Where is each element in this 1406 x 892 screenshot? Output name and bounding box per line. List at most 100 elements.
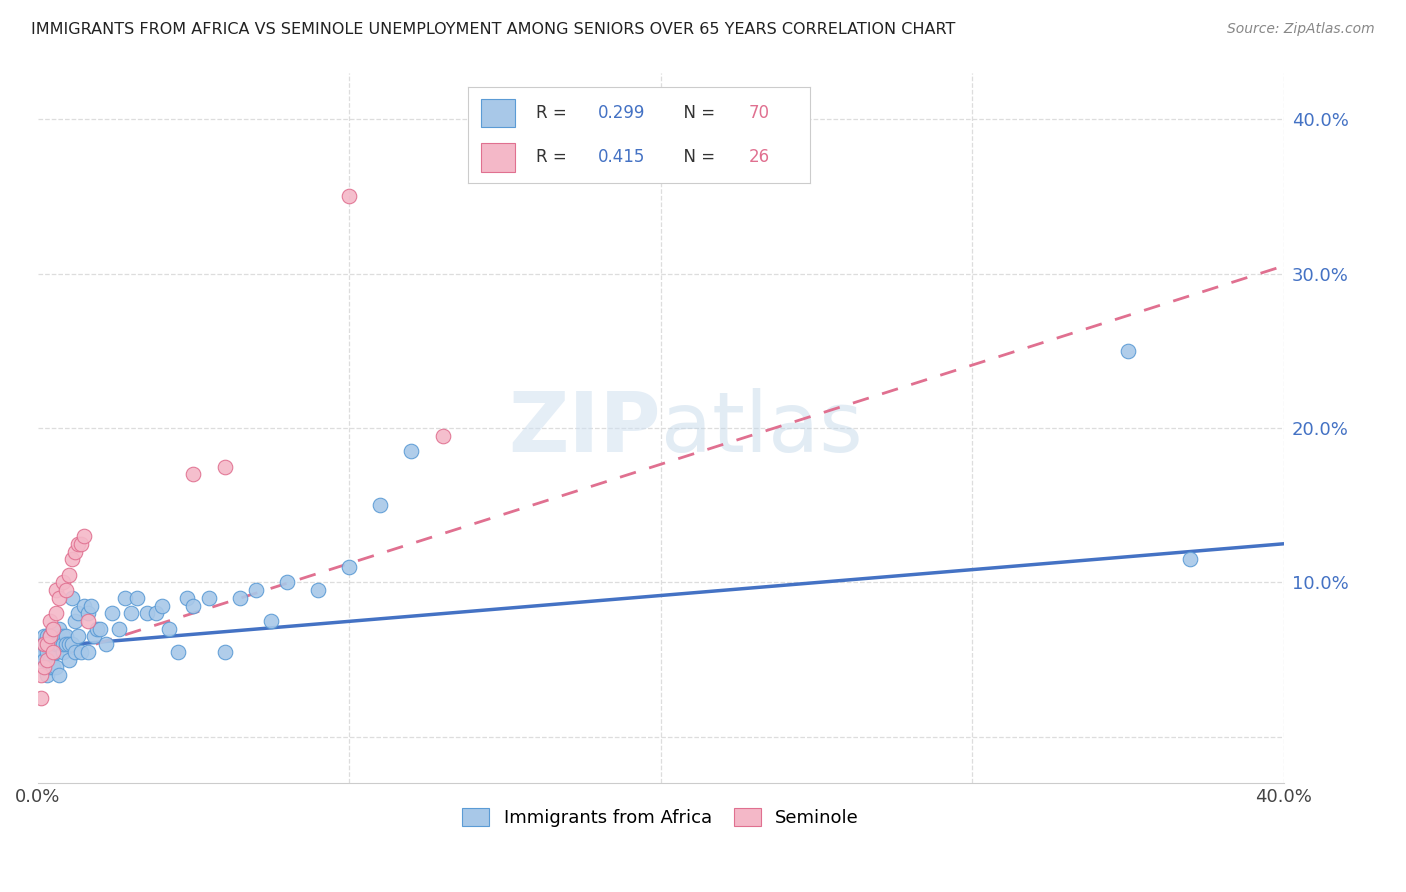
Point — [55, 583, 77, 598]
Point — [307, 583, 329, 598]
Point — [229, 591, 252, 605]
Point — [35, 645, 58, 659]
Point — [83, 629, 105, 643]
Point — [48, 622, 70, 636]
Point — [39, 660, 62, 674]
Point — [60, 552, 83, 566]
Point — [127, 591, 149, 605]
Point — [52, 637, 75, 651]
Point — [67, 629, 90, 643]
Point — [107, 622, 129, 636]
Point — [58, 652, 80, 666]
Point — [42, 622, 65, 636]
Point — [67, 537, 90, 551]
Point — [52, 629, 75, 643]
Point — [1178, 552, 1201, 566]
Point — [39, 637, 62, 651]
Point — [35, 629, 58, 643]
Point — [55, 637, 77, 651]
Point — [135, 606, 157, 620]
Point — [42, 645, 65, 659]
Point — [45, 583, 67, 598]
Point — [39, 652, 62, 666]
Point — [145, 606, 167, 620]
Point — [183, 599, 205, 613]
Point — [32, 637, 55, 651]
Point — [32, 652, 55, 666]
Point — [39, 629, 62, 643]
Point — [60, 591, 83, 605]
Legend: Immigrants from Africa, Seminole: Immigrants from Africa, Seminole — [456, 801, 866, 834]
Point — [32, 637, 55, 651]
Point — [260, 614, 283, 628]
Point — [35, 637, 58, 651]
Point — [63, 544, 86, 558]
Point — [89, 622, 111, 636]
Point — [58, 567, 80, 582]
Point — [45, 606, 67, 620]
Point — [176, 591, 198, 605]
Point — [48, 668, 70, 682]
Point — [52, 645, 75, 659]
Point — [1116, 343, 1139, 358]
Point — [45, 660, 67, 674]
Point — [42, 622, 65, 636]
Point — [60, 637, 83, 651]
Point — [67, 606, 90, 620]
Point — [48, 637, 70, 651]
Point — [70, 645, 93, 659]
Point — [166, 645, 188, 659]
Point — [114, 591, 136, 605]
Point — [45, 645, 67, 659]
Point — [55, 629, 77, 643]
Point — [42, 660, 65, 674]
Point — [76, 614, 98, 628]
Point — [276, 575, 298, 590]
Point — [63, 645, 86, 659]
Point — [120, 606, 142, 620]
Point — [63, 614, 86, 628]
Point — [30, 645, 52, 659]
Point — [73, 599, 96, 613]
Point — [157, 622, 180, 636]
Point — [401, 444, 423, 458]
Point — [35, 668, 58, 682]
Point — [183, 467, 205, 482]
Point — [214, 645, 236, 659]
Text: atlas: atlas — [661, 387, 862, 468]
Point — [30, 637, 52, 651]
Point — [45, 629, 67, 643]
Text: IMMIGRANTS FROM AFRICA VS SEMINOLE UNEMPLOYMENT AMONG SENIORS OVER 65 YEARS CORR: IMMIGRANTS FROM AFRICA VS SEMINOLE UNEMP… — [31, 22, 955, 37]
Text: Source: ZipAtlas.com: Source: ZipAtlas.com — [1227, 22, 1375, 37]
Point — [39, 614, 62, 628]
Point — [76, 645, 98, 659]
Point — [432, 428, 454, 442]
Point — [45, 637, 67, 651]
Point — [96, 637, 118, 651]
Point — [39, 629, 62, 643]
Point — [58, 637, 80, 651]
Point — [150, 599, 173, 613]
Point — [101, 606, 124, 620]
Point — [73, 529, 96, 543]
Point — [337, 560, 360, 574]
Point — [70, 537, 93, 551]
Point — [76, 606, 98, 620]
Text: ZIP: ZIP — [508, 387, 661, 468]
Point — [368, 498, 391, 512]
Point — [32, 660, 55, 674]
Point — [42, 645, 65, 659]
Point — [48, 591, 70, 605]
Point — [42, 637, 65, 651]
Point — [79, 599, 101, 613]
Point — [35, 652, 58, 666]
Point — [245, 583, 267, 598]
Point — [214, 459, 236, 474]
Point — [86, 622, 108, 636]
Point — [52, 575, 75, 590]
Point — [30, 691, 52, 706]
Point — [337, 189, 360, 203]
Point — [32, 629, 55, 643]
Point — [198, 591, 221, 605]
Point — [35, 637, 58, 651]
